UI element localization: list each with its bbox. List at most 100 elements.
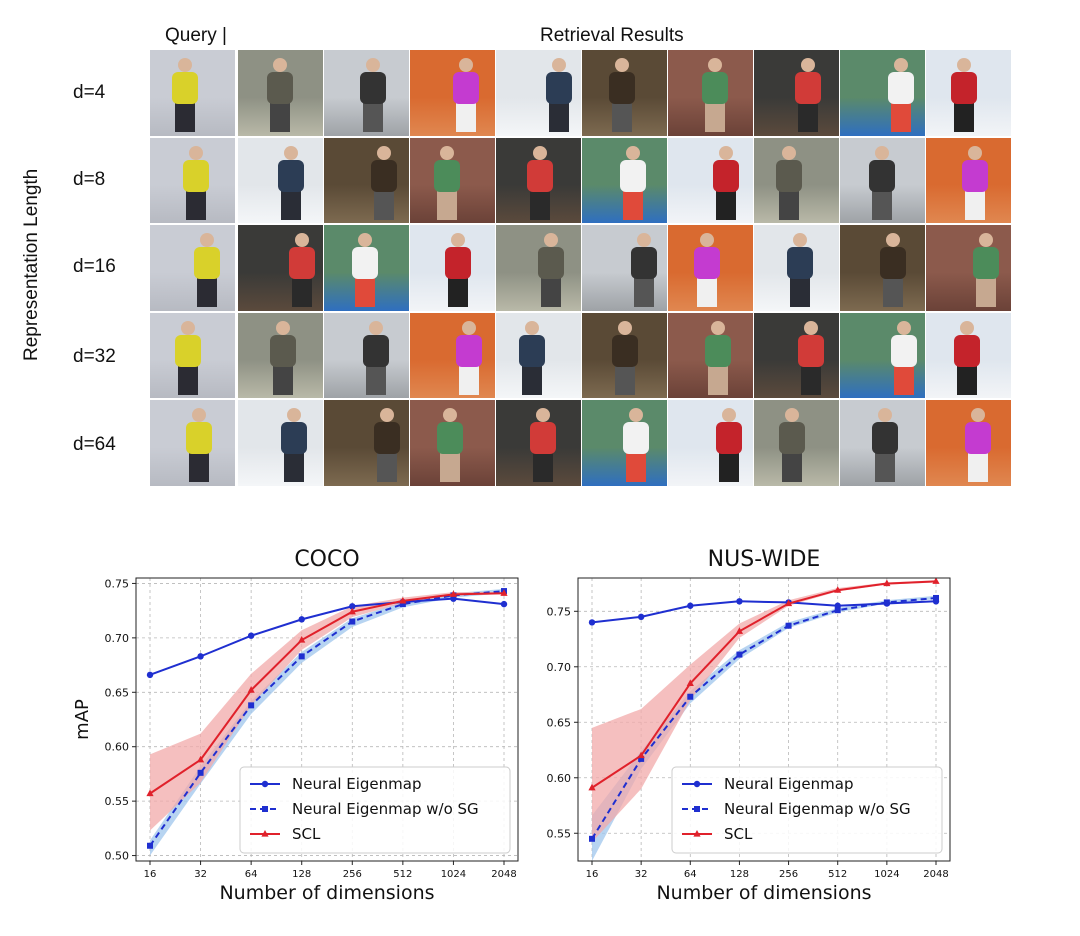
result-image xyxy=(840,225,925,311)
result-image xyxy=(754,225,839,311)
result-image xyxy=(840,50,925,136)
result-image xyxy=(582,312,667,399)
legend-marker xyxy=(261,780,269,788)
y-tick-label: 0.50 xyxy=(105,850,130,863)
x-tick-label: 16 xyxy=(586,869,599,880)
legend-label: Neural Eigenmap xyxy=(724,775,853,793)
result-image xyxy=(324,400,409,486)
data-point xyxy=(883,599,890,606)
legend-box xyxy=(239,766,511,854)
data-point xyxy=(736,651,743,658)
y-tick-label: 0.65 xyxy=(547,716,572,729)
result-image xyxy=(840,312,925,399)
x-tick-label: 512 xyxy=(393,869,412,880)
chart-title: COCO xyxy=(294,547,359,572)
result-image xyxy=(410,50,495,136)
result-image xyxy=(668,137,753,224)
result-image xyxy=(582,50,667,136)
result-image xyxy=(410,225,495,311)
y-tick-label: 0.60 xyxy=(547,772,572,785)
result-image xyxy=(668,225,753,311)
x-axis-label: Number of dimensions xyxy=(656,882,871,904)
data-point xyxy=(834,607,841,614)
query-image xyxy=(150,312,235,399)
x-tick-label: 2048 xyxy=(491,869,516,880)
coco-chart: COCO 16 32 64 128 256 512 1024 2048 0.50 0.55 0.60 0… xyxy=(72,547,519,904)
data-point xyxy=(298,616,305,623)
x-tick-label: 2048 xyxy=(923,869,948,880)
data-point xyxy=(588,619,596,626)
x-tick-label: 32 xyxy=(194,869,207,880)
result-image xyxy=(840,137,925,224)
data-point xyxy=(247,686,255,693)
data-point xyxy=(784,599,793,607)
result-image xyxy=(410,312,495,399)
chart-title: NUS-WIDE xyxy=(708,547,821,572)
row-label-d8: d=8 xyxy=(73,169,106,190)
row-label-d32: d=32 xyxy=(73,346,116,367)
data-point xyxy=(588,783,596,791)
data-point xyxy=(785,622,792,629)
query-image xyxy=(150,137,235,224)
result-image xyxy=(582,137,667,224)
data-point xyxy=(500,600,508,608)
result-image xyxy=(926,137,1011,224)
x-tick-label: 16 xyxy=(144,869,157,880)
x-tick-label: 32 xyxy=(635,869,648,880)
data-point xyxy=(399,601,406,608)
confidence-band xyxy=(150,592,504,831)
retrieval-results-header: Retrieval Results xyxy=(540,25,684,46)
legend-box xyxy=(671,766,943,854)
result-image xyxy=(754,312,839,399)
result-image xyxy=(582,225,667,311)
y-tick-label: 0.65 xyxy=(105,686,130,699)
data-point xyxy=(686,679,694,687)
data-point xyxy=(197,653,204,660)
series-line xyxy=(591,580,937,789)
data-point xyxy=(932,577,940,584)
result-image xyxy=(668,50,753,136)
result-image xyxy=(496,50,581,136)
x-tick-label: 256 xyxy=(779,869,798,880)
data-point xyxy=(248,702,255,709)
y-tick-label: 0.70 xyxy=(105,632,130,645)
data-point xyxy=(736,598,743,605)
result-image xyxy=(238,225,323,311)
y-tick-label: 0.75 xyxy=(105,577,130,590)
legend-marker xyxy=(693,830,701,837)
result-image xyxy=(324,137,409,224)
data-point xyxy=(349,618,356,625)
data-point xyxy=(147,842,153,849)
data-point xyxy=(247,632,255,639)
data-point xyxy=(637,751,645,759)
x-tick-label: 128 xyxy=(292,869,311,880)
data-point xyxy=(449,590,458,597)
representation-length-label: Representation Length xyxy=(21,168,42,361)
row-label-d4: d=4 xyxy=(73,82,106,103)
data-point xyxy=(637,613,645,621)
legend-label: Neural Eigenmap xyxy=(292,775,421,793)
result-image xyxy=(324,225,409,311)
result-image xyxy=(754,50,839,136)
legend-label: Neural Eigenmap w/o SG xyxy=(724,800,911,818)
result-image xyxy=(496,400,581,486)
result-image xyxy=(496,137,581,224)
legend-label: SCL xyxy=(292,825,321,843)
result-image xyxy=(238,50,323,136)
data-point xyxy=(298,636,306,643)
legend-marker xyxy=(262,806,268,812)
series-line xyxy=(149,592,505,795)
x-tick-label: 512 xyxy=(828,869,847,880)
result-image xyxy=(926,400,1011,486)
row-label-d64: d=64 xyxy=(73,434,116,455)
query-image xyxy=(150,400,235,486)
x-axis-label: Number of dimensions xyxy=(219,882,434,904)
x-tick-label: 1024 xyxy=(874,869,899,880)
y-tick-label: 0.60 xyxy=(105,741,130,754)
data-point xyxy=(399,596,407,604)
confidence-band xyxy=(592,580,936,843)
series-line xyxy=(149,597,505,676)
data-point xyxy=(883,579,891,587)
query-header: Query | xyxy=(165,25,227,46)
result-image xyxy=(496,312,581,399)
